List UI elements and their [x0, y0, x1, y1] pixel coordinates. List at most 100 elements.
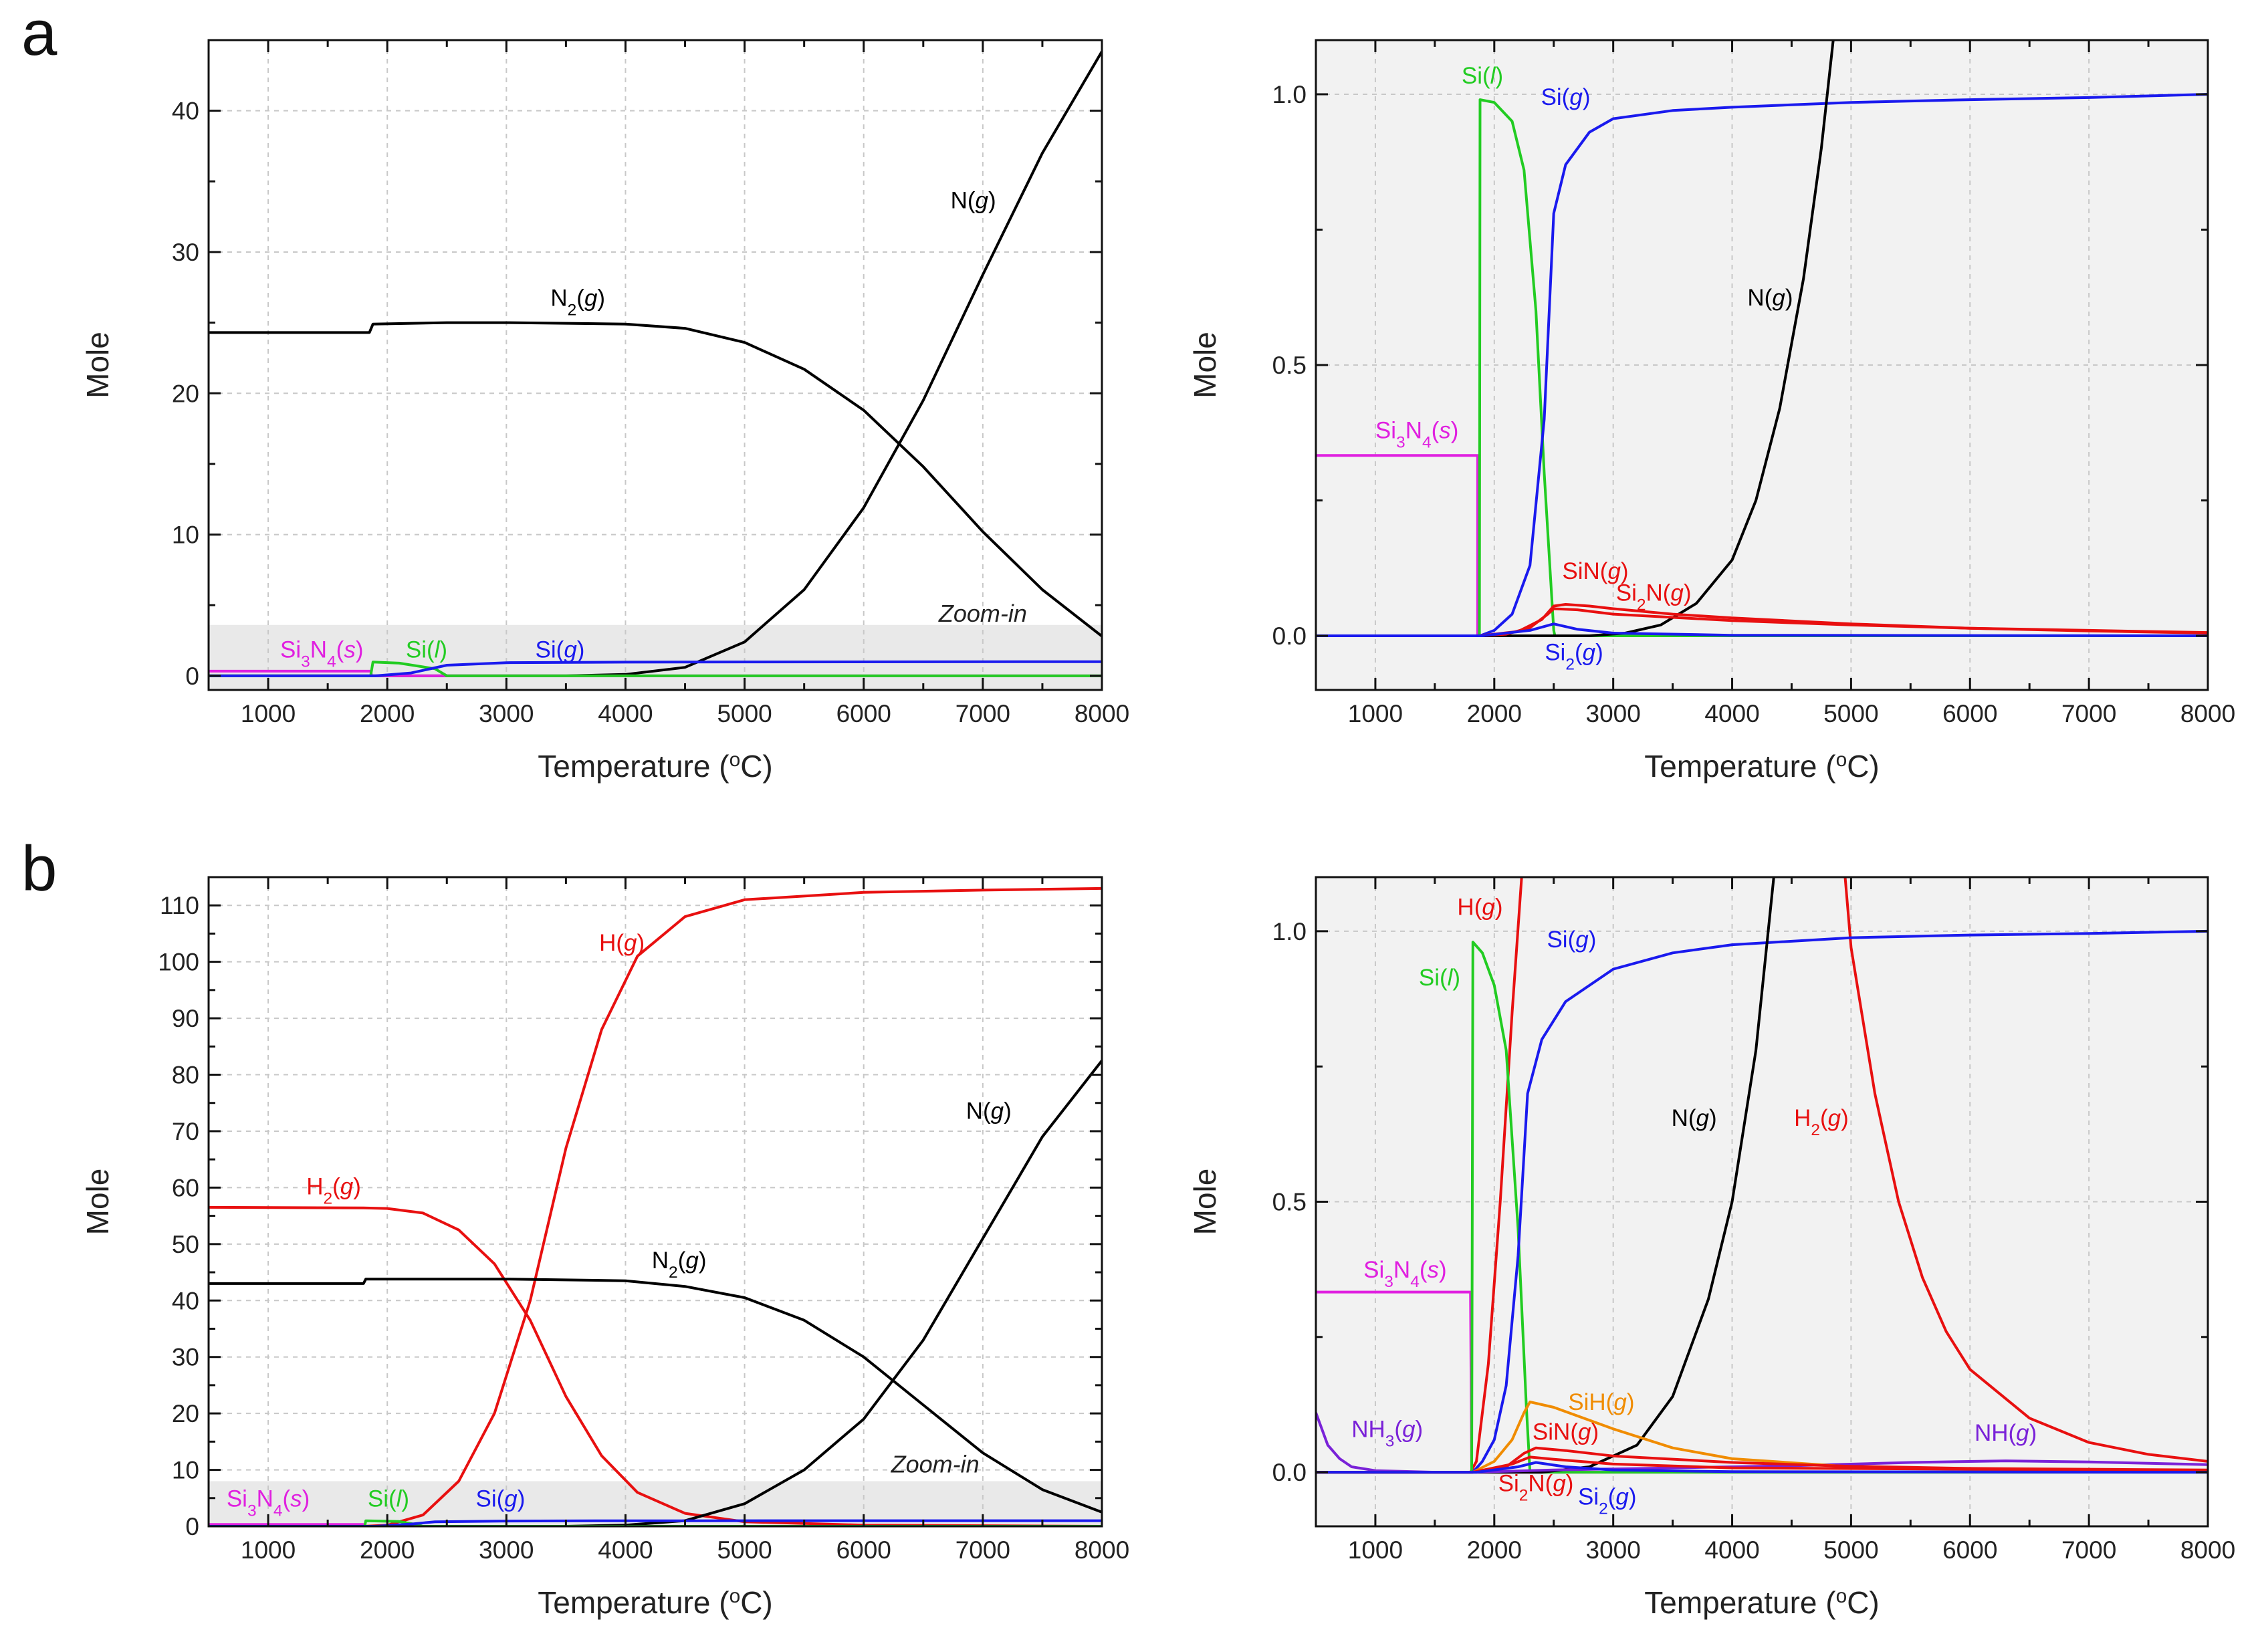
series-group [1316, 40, 2208, 637]
y-tick-label: 50 [172, 1231, 199, 1258]
x-tick-label: 1000 [241, 1536, 296, 1564]
series-label-si2n-g: Si2N(g) [1498, 1470, 1574, 1504]
x-tick-label: 4000 [1704, 1536, 1759, 1564]
x-axis-title: Temperature (oC) [538, 749, 773, 784]
series-label-si3n4-s: Si3N4(s) [227, 1486, 310, 1520]
series-line-si-l [1316, 941, 2208, 1474]
series-label-si3n4-s: Si3N4(s) [1375, 417, 1459, 451]
x-tick-label: 3000 [479, 700, 534, 727]
zoom-in-label: Zoom-in [891, 1450, 980, 1478]
x-tick-label: 5000 [1823, 1536, 1878, 1564]
y-tick-label: 0.5 [1272, 1189, 1307, 1216]
series-label-nh3-g: NH3(g) [1351, 1416, 1423, 1450]
series-label-si-g: Si(g) [1547, 927, 1596, 953]
x-tick-label: 5000 [717, 700, 772, 727]
x-tick-label: 3000 [1586, 1536, 1641, 1564]
chart-a-full: 1000 2000 3000 4000 5000 6000 7000 8000 0 10 20 30 4… [80, 39, 1129, 784]
series-line-nh3-g [1316, 1412, 2208, 1474]
zoom-in-label: Zoom-in [938, 600, 1027, 627]
series-line-si-g [1316, 929, 2208, 1474]
y-tick-label: 30 [172, 1344, 199, 1371]
series-line-si-g [1316, 93, 2208, 637]
y-axis-title: Mole [1188, 332, 1222, 398]
x-tick-label: 2000 [360, 700, 415, 727]
series-label-sin-g: SiN(g) [1533, 1419, 1599, 1445]
y-tick-label: 10 [172, 1457, 199, 1484]
y-tick-label: 0.5 [1272, 352, 1307, 379]
series-label-sin-g: SiN(g) [1562, 558, 1628, 584]
x-tick-label: 5000 [717, 1536, 772, 1564]
y-tick-label: 0.0 [1272, 1459, 1307, 1486]
series-line-si-l [209, 1519, 1102, 1526]
series-label-h-g: H(g) [599, 930, 645, 956]
y-tick-label: 110 [160, 892, 199, 919]
x-tick-label: 2000 [360, 1536, 415, 1564]
zoom-band [209, 624, 1102, 690]
y-tick-label: 1.0 [1272, 81, 1307, 108]
series-line-si-l [1316, 98, 2208, 637]
series-label-si-l: Si(l) [1419, 965, 1460, 991]
x-tick-label: 4000 [1704, 700, 1759, 727]
series-line-si2-g [1316, 622, 2208, 637]
series-line-si2n-g [1316, 603, 2208, 637]
y-tick-label: 90 [172, 1005, 199, 1032]
chart-b-zoom: 1000 2000 3000 4000 5000 6000 7000 8000 0.0 0.5 1.… [1188, 876, 2235, 1621]
x-tick-label: 6000 [836, 700, 891, 727]
series-label-n-g: N(g) [1747, 285, 1793, 311]
y-tick-label: 0 [185, 663, 199, 690]
plot-frame [207, 876, 1103, 1528]
y-tick-label: 1.0 [1272, 918, 1307, 945]
series-label-si-l: Si(l) [1462, 63, 1503, 89]
x-tick-label: 8000 [2180, 1536, 2235, 1564]
y-tick-label: 20 [172, 1400, 199, 1427]
x-axis-title: Temperature (oC) [1644, 749, 1880, 784]
series-line-h2-g [1843, 877, 2208, 1463]
series-group [209, 50, 1102, 677]
y-tick-label: 20 [172, 380, 199, 407]
y-axis-title: Mole [1188, 1169, 1222, 1235]
x-tick-label: 2000 [1467, 700, 1522, 727]
x-tick-label: 5000 [1823, 700, 1878, 727]
series-line-n2-g [209, 1278, 1102, 1514]
series-line-si-g [209, 660, 1102, 677]
series-line-si2-g [1316, 1461, 2208, 1474]
series-label-si3n4-s: Si3N4(s) [1363, 1257, 1447, 1291]
chart-a-zoom: 1000 2000 3000 4000 5000 6000 7000 8000 0.0 0.5 1.… [1188, 39, 2235, 784]
y-axis-title: Mole [80, 332, 115, 398]
series-label-h2-g: H2(g) [1794, 1105, 1849, 1139]
series-label-n-g: N(g) [951, 187, 996, 213]
series-label-si2n-g: Si2N(g) [1616, 580, 1692, 614]
series-group [1316, 877, 2208, 1474]
series-label-si2-g: Si2(g) [1578, 1484, 1637, 1518]
plot-frame [207, 39, 1103, 691]
x-axis-title: Temperature (oC) [1644, 1585, 1880, 1621]
axis-ticks [1315, 40, 2209, 690]
x-tick-label: 1000 [1348, 700, 1403, 727]
axis-ticks [1315, 877, 2209, 1526]
x-tick-label: 7000 [2061, 1536, 2116, 1564]
series-line-n2-g [209, 321, 1102, 638]
axis-ticks [207, 876, 1103, 1528]
x-tick-label: 7000 [2061, 700, 2116, 727]
y-tick-label: 70 [172, 1118, 199, 1145]
series-label-n-g: N(g) [1672, 1105, 1717, 1131]
axis-ticks [207, 39, 1103, 690]
panel-letter-a: a [21, 0, 58, 69]
series-label-si-g: Si(g) [475, 1486, 525, 1512]
series-label-si-l: Si(l) [368, 1486, 409, 1512]
series-label-h2-g: H2(g) [306, 1174, 361, 1208]
x-tick-label: 6000 [1942, 700, 1997, 727]
series-label-si3n4-s: Si3N4(s) [280, 636, 364, 671]
y-tick-label: 40 [172, 1287, 199, 1314]
x-tick-label: 6000 [1942, 1536, 1997, 1564]
series-label-h-g: H(g) [1457, 895, 1502, 921]
x-tick-label: 1000 [241, 700, 296, 727]
zoom-band [209, 1481, 1102, 1526]
x-tick-label: 8000 [1075, 1536, 1129, 1564]
y-tick-label: 10 [172, 521, 199, 549]
series-label-si-g: Si(g) [1541, 84, 1591, 110]
x-tick-label: 8000 [2180, 700, 2235, 727]
y-axis-title: Mole [80, 1169, 115, 1235]
y-tick-label: 30 [172, 239, 199, 266]
